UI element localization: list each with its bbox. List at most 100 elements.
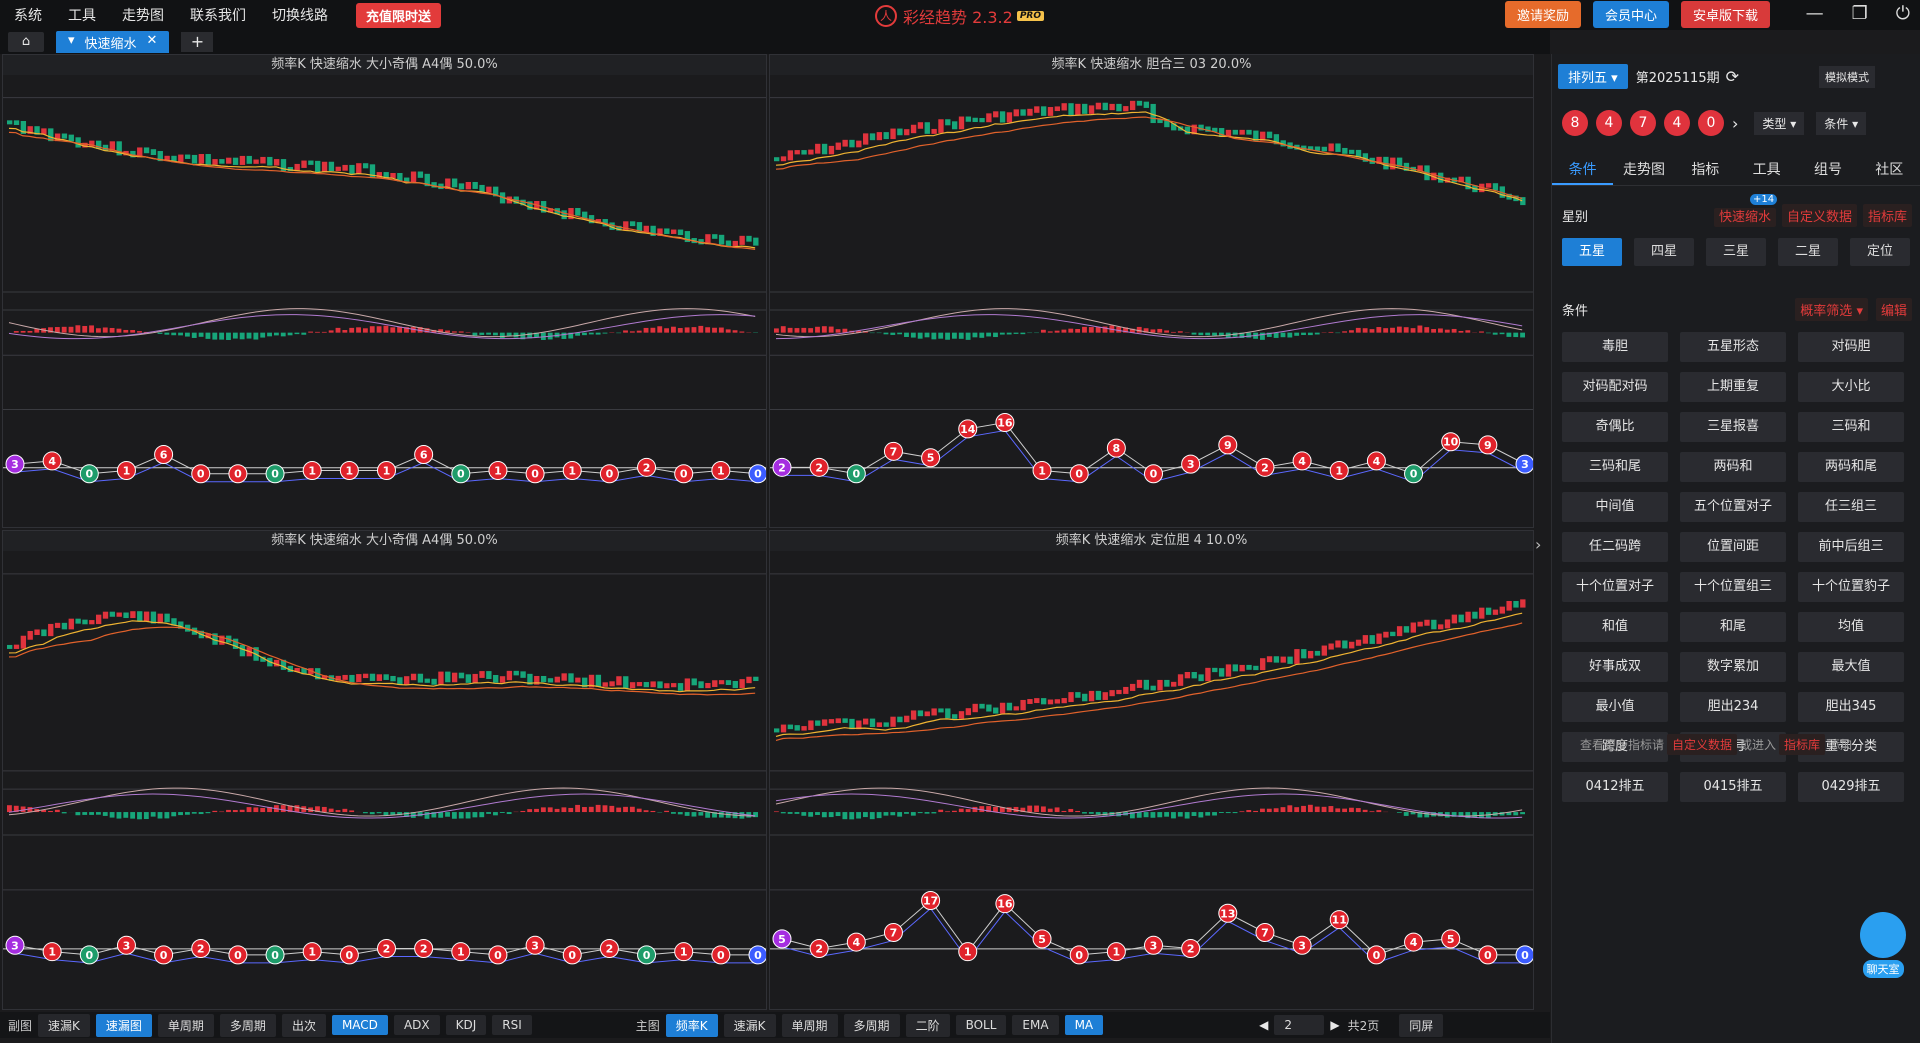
- power-icon[interactable]: ⏻: [1895, 3, 1910, 24]
- menu-switch-line[interactable]: 切换线路: [272, 8, 328, 24]
- tab-conditions[interactable]: 条件: [1552, 154, 1614, 185]
- chat-room-button[interactable]: 聊天室: [1855, 912, 1911, 984]
- star-2[interactable]: 二星: [1778, 238, 1838, 266]
- sub-btn-1[interactable]: 速漏K: [38, 1013, 90, 1037]
- page-select[interactable]: 2: [1274, 1015, 1325, 1035]
- condition-button[interactable]: 均值: [1798, 612, 1904, 642]
- condition-button[interactable]: 最小值: [1562, 692, 1668, 722]
- condition-button[interactable]: 大小比: [1798, 372, 1904, 402]
- star-position[interactable]: 定位: [1850, 238, 1910, 266]
- android-download-button[interactable]: 安卓版下载: [1680, 1, 1770, 28]
- condition-button[interactable]: 三码和: [1798, 412, 1904, 442]
- sub-btn-adx[interactable]: ADX: [393, 1015, 440, 1035]
- sub-btn-macd[interactable]: MACD: [331, 1015, 388, 1035]
- condition-button[interactable]: 十个位置豹子: [1798, 572, 1904, 602]
- tab-groups[interactable]: 组号: [1813, 162, 1842, 178]
- condition-button[interactable]: 对码胆: [1798, 332, 1904, 362]
- close-icon[interactable]: ✕: [146, 33, 158, 48]
- menu-contact[interactable]: 联系我们: [190, 8, 246, 24]
- tab-community[interactable]: 社区: [1875, 162, 1904, 178]
- menu-trend[interactable]: 走势图: [122, 8, 164, 24]
- probability-filter[interactable]: 概率筛选 ▾: [1795, 298, 1868, 321]
- condition-button[interactable]: 0412排五: [1562, 772, 1668, 802]
- main-btn-1[interactable]: 频率K: [665, 1013, 718, 1037]
- tab-quick-reduce[interactable]: ▾ 快速缩水 ✕: [56, 31, 170, 53]
- condition-button[interactable]: 位置间距: [1680, 532, 1786, 562]
- condition-button[interactable]: 和尾: [1680, 612, 1786, 642]
- condition-button[interactable]: 五星形态: [1680, 332, 1786, 362]
- invite-reward-button[interactable]: 邀请奖励: [1504, 1, 1581, 28]
- refresh-icon[interactable]: ⟳: [1725, 67, 1739, 86]
- sub-btn-kdj[interactable]: KDJ: [445, 1015, 487, 1035]
- condition-button[interactable]: 任二码跨: [1562, 532, 1668, 562]
- member-center-button[interactable]: 会员中心: [1592, 1, 1669, 28]
- minimize-icon[interactable]: —: [1805, 3, 1824, 24]
- condition-button[interactable]: 胆出345: [1798, 692, 1904, 722]
- main-btn-ema[interactable]: EMA: [1012, 1015, 1059, 1035]
- condition-button[interactable]: 跨度: [1562, 732, 1668, 762]
- tab-trend[interactable]: 走势图: [1622, 162, 1665, 178]
- condition-button[interactable]: 两码和: [1680, 452, 1786, 482]
- condition-select[interactable]: 条件 ▾: [1816, 111, 1867, 135]
- lottery-select[interactable]: 排列五 ▾: [1558, 64, 1628, 89]
- quick-reduce-link[interactable]: 快速缩水 +14: [1713, 194, 1778, 227]
- main-btn-3[interactable]: 单周期: [781, 1013, 838, 1037]
- tab-indicators[interactable]: 指标: [1691, 162, 1720, 178]
- indicator-lib-link[interactable]: 指标库: [1862, 204, 1912, 227]
- condition-button[interactable]: 0429排五: [1798, 772, 1904, 802]
- home-icon[interactable]: ⌂: [8, 32, 44, 52]
- main-btn-5[interactable]: 二阶: [905, 1013, 950, 1037]
- number-ball: [809, 938, 829, 958]
- condition-button[interactable]: 最大值: [1798, 652, 1904, 682]
- sub-btn-4[interactable]: 多周期: [219, 1013, 276, 1037]
- restore-icon[interactable]: ❐: [1851, 3, 1868, 24]
- main-btn-4[interactable]: 多周期: [843, 1013, 900, 1037]
- add-tab-icon[interactable]: +: [181, 32, 214, 52]
- condition-button[interactable]: 任三组三: [1798, 492, 1904, 522]
- condition-button[interactable]: 十个位置组三: [1680, 572, 1786, 602]
- condition-button[interactable]: 三码和尾: [1562, 452, 1668, 482]
- prev-page-icon[interactable]: ◀: [1259, 1018, 1269, 1032]
- sync-screen-button[interactable]: 同屏: [1399, 1013, 1444, 1037]
- type-select[interactable]: 类型 ▾: [1754, 111, 1805, 135]
- menu-system[interactable]: 系统: [14, 8, 42, 24]
- condition-button[interactable]: 十个位置对子: [1562, 572, 1668, 602]
- next-page-icon[interactable]: ▶: [1330, 1018, 1340, 1032]
- recharge-promo-button[interactable]: 充值限时送: [356, 2, 442, 28]
- condition-button[interactable]: 对码配对码: [1562, 372, 1668, 402]
- number-ball: [1366, 451, 1386, 471]
- condition-button[interactable]: 前中后组三: [1798, 532, 1904, 562]
- condition-button[interactable]: 奇偶比: [1562, 412, 1668, 442]
- condition-button[interactable]: 0415排五: [1680, 772, 1786, 802]
- tab-dropdown-icon[interactable]: ▾: [68, 33, 75, 48]
- condition-button[interactable]: 两码和尾: [1798, 452, 1904, 482]
- footer-custom-link[interactable]: 自定义数据: [1667, 734, 1738, 755]
- sub-btn-3[interactable]: 单周期: [157, 1013, 214, 1037]
- condition-button[interactable]: 毒胆: [1562, 332, 1668, 362]
- condition-button[interactable]: 胆出234: [1680, 692, 1786, 722]
- custom-data-link[interactable]: 自定义数据: [1781, 204, 1857, 227]
- collapse-arrow-icon[interactable]: ›: [1535, 535, 1542, 554]
- condition-button[interactable]: 五个位置对子: [1680, 492, 1786, 522]
- main-btn-2[interactable]: 速漏K: [723, 1013, 776, 1037]
- star-4[interactable]: 四星: [1634, 238, 1694, 266]
- star-5[interactable]: 五星: [1562, 238, 1622, 266]
- condition-button[interactable]: 数字累加: [1680, 652, 1786, 682]
- condition-button[interactable]: 中间值: [1562, 492, 1668, 522]
- sub-btn-rsi[interactable]: RSI: [492, 1015, 532, 1035]
- tab-tools[interactable]: 工具: [1752, 162, 1781, 178]
- condition-button[interactable]: 好事成双: [1562, 652, 1668, 682]
- condition-button[interactable]: 上期重复: [1680, 372, 1786, 402]
- sub-btn-2[interactable]: 速漏图: [95, 1013, 152, 1037]
- sub-btn-5[interactable]: 出次: [281, 1013, 326, 1037]
- chevron-right-icon[interactable]: ›: [1732, 113, 1739, 133]
- star-3[interactable]: 三星: [1706, 238, 1766, 266]
- menu-tools[interactable]: 工具: [68, 8, 96, 24]
- footer-lib-link[interactable]: 指标库: [1779, 734, 1826, 755]
- condition-button[interactable]: 和值: [1562, 612, 1668, 642]
- condition-button[interactable]: 三星报喜: [1680, 412, 1786, 442]
- edit-button[interactable]: 编辑: [1875, 298, 1912, 321]
- sim-mode-button[interactable]: 模拟模式: [1819, 65, 1875, 88]
- main-btn-ma[interactable]: MA: [1064, 1015, 1104, 1035]
- main-btn-boll[interactable]: BOLL: [955, 1015, 1007, 1035]
